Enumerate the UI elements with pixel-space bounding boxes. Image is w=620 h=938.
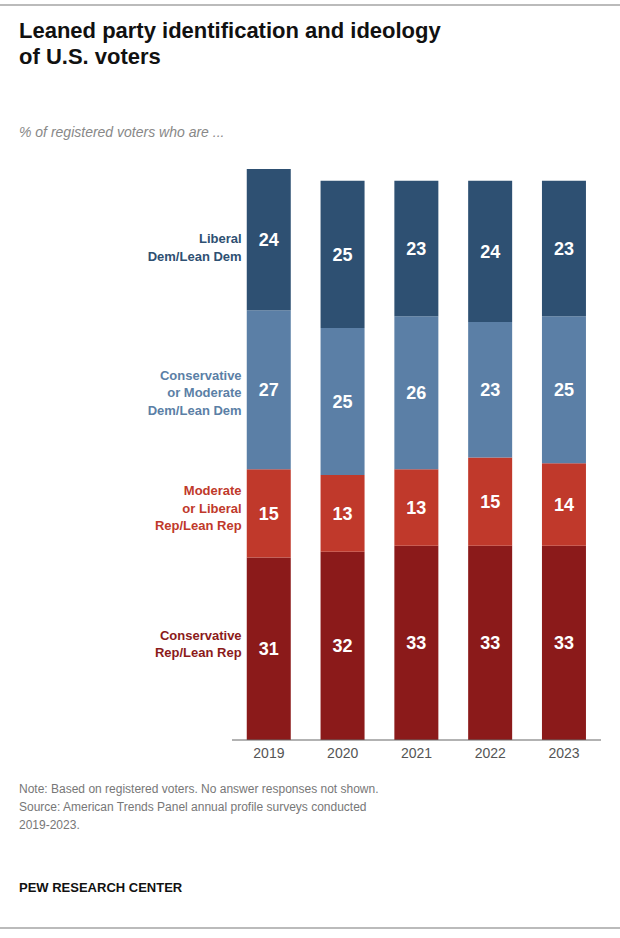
svg-text:31: 31 [259, 639, 279, 659]
svg-text:25: 25 [333, 245, 353, 265]
html-text:Conservative Rep/Lean Rep: Conservative Rep/Lean Rep [154, 628, 242, 661]
html-text:Liberal Dem/Lean Dem: Liberal Dem/Lean Dem [147, 231, 242, 265]
svg-text:33: 33 [480, 633, 500, 653]
svg-text:15: 15 [480, 492, 500, 512]
html-text:Leaned party identification an: Leaned party identification and ideology… [19, 18, 441, 70]
svg-text:23: 23 [406, 239, 426, 259]
svg-text:2020: 2020 [327, 745, 358, 761]
svg-text:26: 26 [406, 383, 426, 403]
svg-text:23: 23 [554, 239, 574, 259]
html-text:Conservative or Moderate Dem/L: Conservative or Moderate Dem/Lean Dem [147, 367, 242, 418]
svg-text:2023: 2023 [549, 745, 580, 761]
html-text:% of registered voters who are: % of registered voters who are ... [19, 124, 225, 140]
html-text:PEW RESEARCH CENTER: PEW RESEARCH CENTER [19, 880, 183, 895]
svg-text:33: 33 [406, 633, 426, 653]
svg-text:2022: 2022 [475, 745, 506, 761]
svg-text:23: 23 [480, 380, 500, 400]
svg-text:32: 32 [333, 636, 353, 656]
svg-text:13: 13 [406, 498, 426, 518]
svg-text:25: 25 [333, 392, 353, 412]
html-text:Note: Based on registered vote: Note: Based on registered voters. No ans… [19, 782, 379, 832]
svg-text:13: 13 [333, 504, 353, 524]
svg-text:27: 27 [259, 380, 279, 400]
svg-text:14: 14 [554, 495, 574, 515]
svg-text:2021: 2021 [401, 745, 432, 761]
svg-text:24: 24 [480, 242, 500, 262]
html-text:Moderate or Liberal Rep/Lean R: Moderate or Liberal Rep/Lean Rep [154, 482, 242, 533]
svg-text:24: 24 [259, 230, 279, 250]
svg-text:25: 25 [554, 380, 574, 400]
svg-text:33: 33 [554, 633, 574, 653]
svg-text:15: 15 [259, 504, 279, 524]
svg-text:2019: 2019 [253, 745, 284, 761]
